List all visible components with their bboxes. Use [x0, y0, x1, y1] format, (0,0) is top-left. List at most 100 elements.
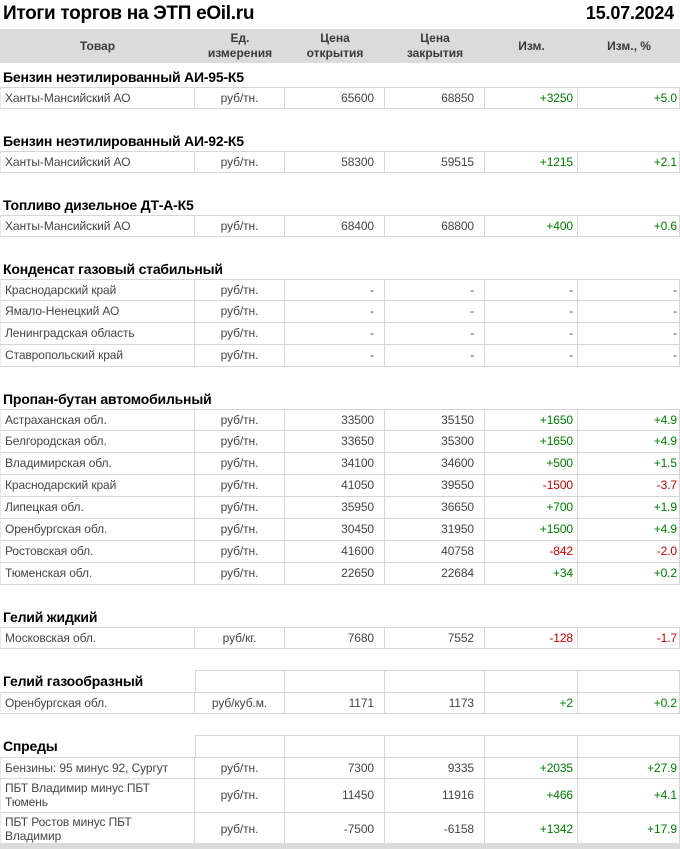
section-2: Бензин неэтилированный АИ-92-К5 Ханты-Ман…: [0, 130, 680, 173]
product-cell: Липецкая обл.: [0, 497, 195, 519]
section-4: Конденсат газовый стабильный Краснодарски…: [0, 258, 680, 367]
change-cell: -: [485, 345, 578, 367]
open-price-cell: 30450: [285, 519, 385, 541]
product-cell: Ханты-Мансийский АО: [0, 151, 195, 173]
table-row: Краснодарский край руб/тн. - - - -: [0, 279, 680, 301]
close-price-cell: -: [385, 279, 485, 301]
open-price-cell: 41600: [285, 541, 385, 563]
table-row: ПБТ Владимир минус ПБТ Тюмень руб/тн. 1145…: [0, 779, 680, 813]
open-price-cell: 65600: [285, 87, 385, 109]
unit-cell: руб/куб.м.: [195, 692, 285, 714]
empty-cell: [578, 735, 680, 757]
table-row: Ростовская обл. руб/тн. 41600 40758 -842 -2.0: [0, 541, 680, 563]
change-pct-cell: +4.9: [578, 519, 680, 541]
section-6: Гелий жидкий Московская обл. руб/кг. 7680 75…: [0, 606, 680, 649]
section-title: Бензин неэтилированный АИ-95-К5: [3, 68, 244, 85]
empty-cell: [195, 670, 285, 692]
unit-cell: руб/тн.: [195, 497, 285, 519]
change-pct-cell: +5.0: [578, 87, 680, 109]
close-price-cell: 59515: [385, 151, 485, 173]
unit-cell: руб/тн.: [195, 475, 285, 497]
change-cell: -: [485, 279, 578, 301]
section-title: Спреды: [3, 737, 58, 754]
close-price-cell: 7552: [385, 627, 485, 649]
unit-cell: руб/тн.: [195, 453, 285, 475]
product-cell: Оренбургская обл.: [0, 519, 195, 541]
table-body: Бензин неэтилированный АИ-95-К5 Ханты-Ман…: [0, 66, 680, 847]
change-pct-cell: +0.6: [578, 215, 680, 237]
change-pct-cell: -: [578, 301, 680, 323]
unit-cell: руб/тн.: [195, 151, 285, 173]
unit-cell: руб/тн.: [195, 345, 285, 367]
section-title: Топливо дизельное ДТ-А-К5: [3, 196, 194, 213]
change-pct-cell: -: [578, 279, 680, 301]
close-price-cell: 22684: [385, 563, 485, 585]
open-price-cell: 58300: [285, 151, 385, 173]
product-cell: Астраханская обл.: [0, 409, 195, 431]
empty-cell: [285, 735, 385, 757]
close-price-cell: 35300: [385, 431, 485, 453]
close-price-cell: 34600: [385, 453, 485, 475]
product-cell: Московская обл.: [0, 627, 195, 649]
column-header-open-price: Цена открытия: [306, 31, 364, 60]
change-pct-cell: +17.9: [578, 812, 680, 847]
cutoff-next-header-bar: [0, 843, 680, 849]
title-bar: Итоги торгов на ЭТП eOil.ru 15.07.2024: [0, 0, 680, 29]
open-price-cell: 11450: [285, 779, 385, 813]
change-cell: -842: [485, 541, 578, 563]
table-row: Ханты-Мансийский АО руб/тн. 58300 59515 +121…: [0, 151, 680, 173]
change-cell: +700: [485, 497, 578, 519]
product-cell: Ленинградская область: [0, 323, 195, 345]
change-pct-cell: +0.2: [578, 563, 680, 585]
table-row: Оренбургская обл. руб/куб.м. 1171 1173 +2 +0.…: [0, 692, 680, 714]
table-row: Белгородская обл. руб/тн. 33650 35300 +1650 +…: [0, 431, 680, 453]
product-cell: Ставропольский край: [0, 345, 195, 367]
change-cell: +1215: [485, 151, 578, 173]
change-cell: +2: [485, 692, 578, 714]
change-cell: +1500: [485, 519, 578, 541]
change-cell: +500: [485, 453, 578, 475]
close-price-cell: 35150: [385, 409, 485, 431]
report-date: 15.07.2024: [585, 3, 674, 23]
section-title-row: Пропан-бутан автомобильный: [0, 388, 680, 409]
change-pct-cell: -1.7: [578, 627, 680, 649]
section-7: Гелий газообразный Оренбургская обл. руб/к…: [0, 670, 680, 714]
empty-cell: [385, 670, 485, 692]
open-price-cell: 7300: [285, 757, 385, 779]
table-row: Ямало-Ненецкий АО руб/тн. - - - -: [0, 301, 680, 323]
table-row: Московская обл. руб/кг. 7680 7552 -128 -1.7: [0, 627, 680, 649]
change-pct-cell: -3.7: [578, 475, 680, 497]
table-row: Липецкая обл. руб/тн. 35950 36650 +700 +1.9: [0, 497, 680, 519]
empty-cell: [195, 735, 285, 757]
close-price-cell: 11916: [385, 779, 485, 813]
unit-cell: руб/тн.: [195, 563, 285, 585]
close-price-cell: 68850: [385, 87, 485, 109]
section-title-row: Конденсат газовый стабильный: [0, 258, 680, 279]
open-price-cell: 41050: [285, 475, 385, 497]
change-cell: -: [485, 323, 578, 345]
close-price-cell: 36650: [385, 497, 485, 519]
change-cell: +2035: [485, 757, 578, 779]
close-price-cell: -6158: [385, 812, 485, 847]
change-pct-cell: +4.1: [578, 779, 680, 813]
close-price-cell: 1173: [385, 692, 485, 714]
open-price-cell: 22650: [285, 563, 385, 585]
section-title-row: Гелий жидкий: [0, 606, 680, 627]
open-price-cell: 35950: [285, 497, 385, 519]
product-cell: Ханты-Мансийский АО: [0, 87, 195, 109]
open-price-cell: 1171: [285, 692, 385, 714]
section-title-row: Бензин неэтилированный АИ-92-К5: [0, 130, 680, 151]
table-row: Краснодарский край руб/тн. 41050 39550 -1500…: [0, 475, 680, 497]
unit-cell: руб/тн.: [195, 757, 285, 779]
unit-cell: руб/тн.: [195, 779, 285, 813]
unit-cell: руб/кг.: [195, 627, 285, 649]
column-header-product: Товар: [79, 38, 116, 53]
table-row: Ставропольский край руб/тн. - - - -: [0, 345, 680, 367]
table-row: Владимирская обл. руб/тн. 34100 34600 +500 +1…: [0, 453, 680, 475]
unit-cell: руб/тн.: [195, 519, 285, 541]
change-cell: +34: [485, 563, 578, 585]
change-cell: +1650: [485, 431, 578, 453]
unit-cell: руб/тн.: [195, 323, 285, 345]
product-cell: Белгородская обл.: [0, 431, 195, 453]
section-8: Спреды Бензины: 95 минус 92, Сургут руб/тн…: [0, 735, 680, 847]
